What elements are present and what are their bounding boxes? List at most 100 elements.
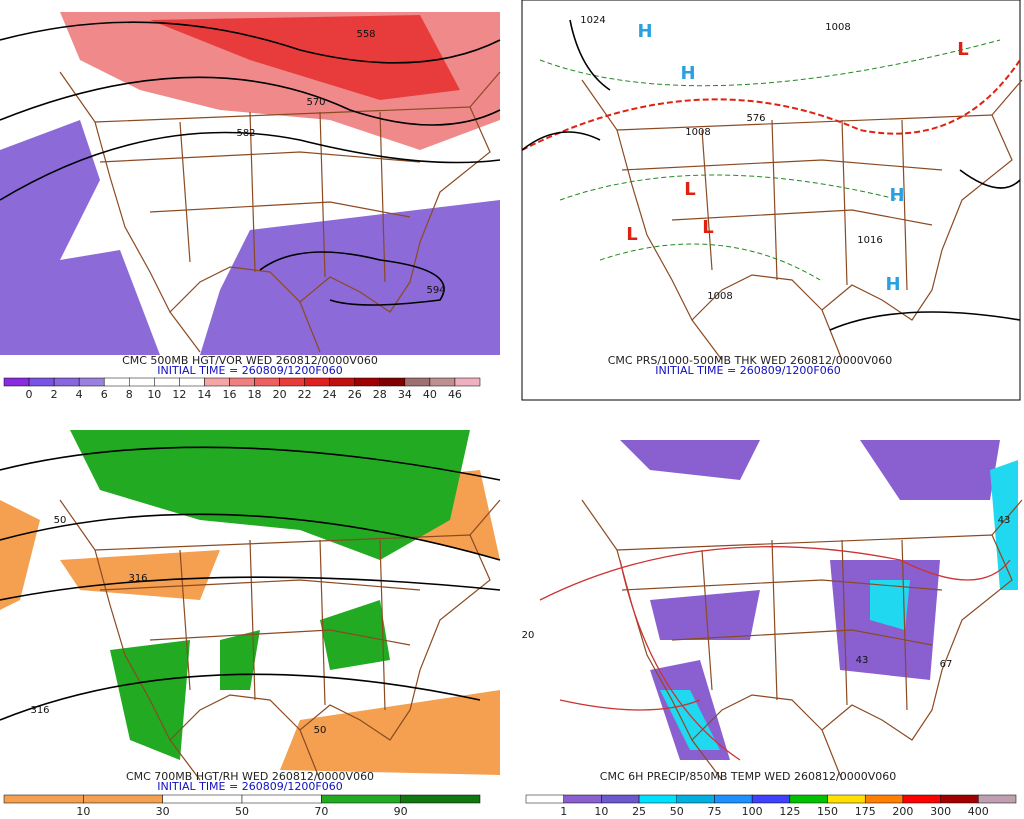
thickness-line	[539, 39, 1001, 281]
temperature-contour	[539, 546, 1011, 761]
colorbar-swatch	[241, 794, 322, 804]
colorbar-swatch	[400, 794, 481, 804]
initial-time: INITIAL TIME = 260809/1200F060	[655, 364, 840, 377]
colorbar-swatch	[3, 377, 30, 387]
colorbar-label: 125	[779, 805, 800, 818]
colorbar-swatch	[789, 794, 828, 804]
caption: CMC 500MB HGT/VOR WED 260812/0000V060	[122, 354, 378, 367]
colorbar-label: 30	[156, 805, 170, 818]
colorbar-swatch	[321, 794, 401, 804]
low-center: L	[702, 217, 713, 238]
colorbar-swatch	[864, 794, 904, 804]
colorbar-swatch	[154, 377, 180, 387]
high-center: H	[889, 185, 904, 206]
colorbar-swatch	[53, 377, 80, 387]
colorbar-label: 20	[273, 388, 287, 401]
colorbar-swatch	[254, 377, 280, 387]
colorbar-label: 150	[817, 805, 838, 818]
colorbar-label: 16	[222, 388, 236, 401]
colorbar-swatch	[279, 377, 305, 387]
low-center: L	[626, 224, 637, 245]
contour-label: 576	[746, 113, 765, 124]
low-center: L	[957, 39, 968, 60]
caption: CMC 700MB HGT/RH WED 260812/0000V060	[126, 770, 374, 783]
colorbar-label: 300	[930, 805, 951, 818]
caption: CMC 6H PRECIP/850MB TEMP WED 260812/0000…	[600, 770, 896, 783]
colorbar-label: 25	[632, 805, 646, 818]
colorbar-swatch	[83, 794, 163, 804]
panel-vorticity: 558 570 582 594 CMC 500MB HGT/VOR WED 26…	[0, 12, 501, 401]
colorbar-label: 50	[235, 805, 249, 818]
contour-label: 316	[128, 573, 147, 584]
colorbar-label: 400	[968, 805, 989, 818]
contour-label: 558	[356, 29, 375, 40]
colorbar-swatch	[379, 377, 406, 387]
colorbar-label: 10	[76, 805, 90, 818]
colorbar-swatch	[940, 794, 979, 804]
colorbar-swatch	[525, 794, 564, 804]
colorbar-swatch	[78, 377, 105, 387]
colorbar-swatch	[329, 377, 355, 387]
colorbar-label: 70	[314, 805, 328, 818]
colorbar: 0 2 4 6 8 10 12 14 16 18 20 22 24 26 28 34 40 46	[3, 377, 481, 401]
colorbar-label: 46	[448, 388, 462, 401]
isobar	[521, 19, 1021, 331]
colorbar-label: 75	[707, 805, 721, 818]
contour-label: 1016	[857, 235, 882, 246]
colorbar-label: 12	[172, 388, 186, 401]
colorbar-label: 200	[892, 805, 913, 818]
colorbar-label: 175	[855, 805, 876, 818]
contour-label: 50	[54, 515, 67, 526]
colorbar-swatch	[3, 794, 84, 804]
colorbar-label: 10	[594, 805, 608, 818]
contour-label: 594	[426, 285, 445, 296]
colorbar-swatch	[404, 377, 431, 387]
colorbar-swatch	[162, 794, 243, 804]
colorbar: 10 30 50 70 90	[3, 794, 481, 818]
map-frame	[521, 0, 1021, 401]
contour-label: 50	[314, 725, 327, 736]
colorbar-label: 8	[126, 388, 133, 401]
colorbar-swatch	[601, 794, 640, 804]
colorbar-swatch	[638, 794, 678, 804]
colorbar-swatch	[454, 377, 481, 387]
contour-label: 1008	[685, 127, 710, 138]
high-center: H	[680, 63, 695, 84]
high-center: H	[885, 274, 900, 295]
contour-label: 316	[30, 705, 49, 716]
colorbar-label: 14	[197, 388, 211, 401]
low-center: L	[684, 179, 695, 200]
colorbar-label: 40	[423, 388, 437, 401]
contour-label: 67	[940, 659, 953, 670]
colorbar-swatch	[204, 377, 230, 387]
colorbar-swatch	[902, 794, 941, 804]
colorbar-label: 2	[51, 388, 58, 401]
colorbar-label: 90	[394, 805, 408, 818]
colorbar-label: 34	[398, 388, 412, 401]
colorbar-swatch	[129, 377, 155, 387]
height-contour	[0, 446, 501, 721]
colorbar-label: 50	[670, 805, 684, 818]
vorticity-area	[0, 120, 500, 355]
colorbar-label: 4	[76, 388, 83, 401]
colorbar-label: 26	[348, 388, 362, 401]
colorbar: 1 10 25 50 75 100 125 150 175 200 300 400	[525, 794, 1017, 818]
precip-area	[620, 440, 1000, 760]
colorbar-swatch	[28, 377, 55, 387]
caption: CMC PRS/1000-500MB THK WED 260812/0000V0…	[608, 354, 893, 367]
contour-label: 1008	[707, 291, 732, 302]
height-contour	[0, 21, 501, 306]
colorbar-label: 18	[248, 388, 262, 401]
colorbar-label: 28	[373, 388, 387, 401]
colorbar-swatch	[978, 794, 1017, 804]
colorbar-swatch	[751, 794, 791, 804]
contour-label: 1024	[580, 15, 605, 26]
colorbar-swatch	[229, 377, 255, 387]
colorbar-label: 10	[147, 388, 161, 401]
colorbar-swatch	[179, 377, 205, 387]
panel-precip: 43 43 67 20 CMC 6H PRECIP/850MB TEMP WED…	[522, 428, 1023, 818]
high-center: H	[637, 21, 652, 42]
contour-label: 1008	[825, 22, 850, 33]
contour-label: 43	[856, 655, 869, 666]
